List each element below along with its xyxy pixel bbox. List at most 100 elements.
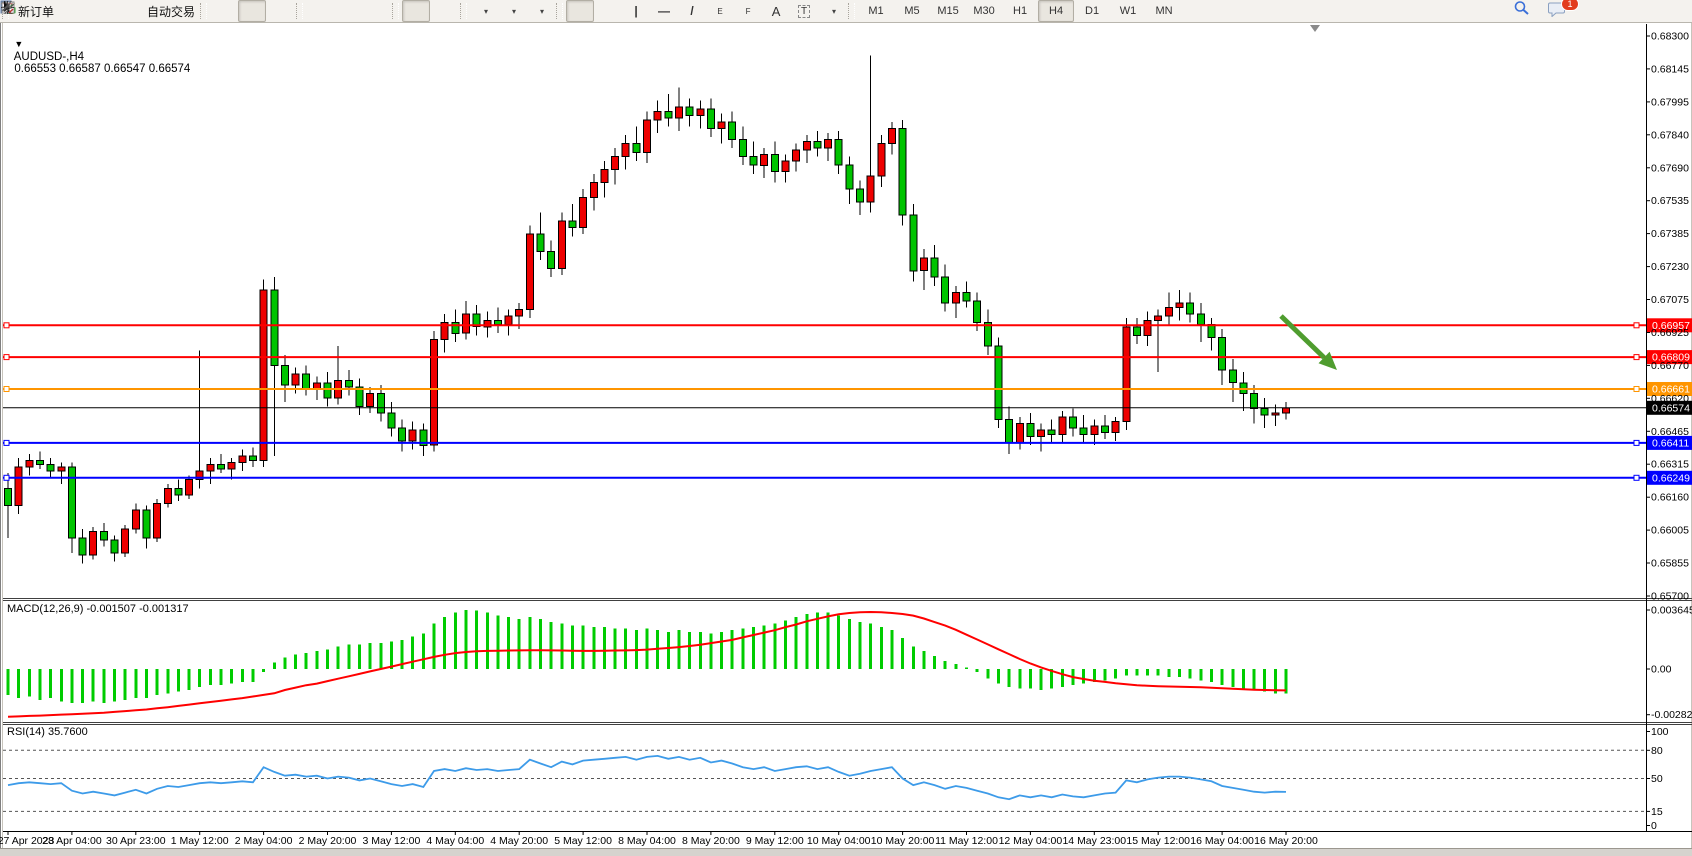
timeframe-label: M15 bbox=[937, 5, 959, 17]
time-axis-label: 30 Apr 23:00 bbox=[106, 835, 166, 847]
macd-panel-area[interactable] bbox=[3, 601, 1645, 721]
price-tag-label: 0.66249 bbox=[1652, 472, 1690, 484]
arrows-button[interactable]: ▾ bbox=[3, 0, 846, 22]
trend-arrow-annotation[interactable] bbox=[1279, 314, 1337, 370]
zoom-in-button[interactable] bbox=[2, 0, 334, 22]
periods-button[interactable]: ▾ bbox=[1, 0, 526, 22]
chart-bars-button[interactable] bbox=[2, 0, 238, 22]
timeframe-label: M30 bbox=[973, 5, 995, 17]
price-axis-label: 0.66770 bbox=[1651, 360, 1689, 372]
time-axis-label: 2 May 04:00 bbox=[235, 835, 293, 847]
new-order-label: 新订单 bbox=[18, 4, 55, 19]
timeframe-label: M5 bbox=[904, 5, 920, 17]
horizontal-line-object[interactable]: 0.66249 bbox=[3, 470, 1692, 485]
symbols-button[interactable] bbox=[1, 0, 85, 22]
text-label-button[interactable]: T bbox=[790, 0, 818, 22]
price-axis-label: 0.66005 bbox=[1651, 525, 1689, 537]
auto-scroll-button[interactable] bbox=[1, 0, 431, 22]
chart-line-button[interactable] bbox=[1, 0, 294, 22]
toolbar-grip bbox=[200, 3, 208, 19]
profile-button[interactable] bbox=[1, 0, 113, 22]
trendline-button[interactable]: / bbox=[678, 0, 706, 22]
auto-trading-button[interactable]: 自动交易 bbox=[0, 0, 198, 22]
search-button[interactable] bbox=[1513, 0, 1541, 22]
line-anchor-handle[interactable] bbox=[1633, 474, 1640, 481]
rsi-indicator-label: RSI(14) 35.7600 bbox=[7, 726, 88, 738]
one-click-trading-toggle[interactable]: ▼ bbox=[14, 39, 24, 49]
price-axis-label: 0.66620 bbox=[1651, 393, 1689, 405]
horizontal-line-button[interactable]: — bbox=[650, 0, 678, 22]
horizontal-line-object[interactable]: 0.66957 bbox=[3, 318, 1692, 333]
chart-close-value: 0.66574 bbox=[148, 63, 191, 75]
cursor-button[interactable] bbox=[4, 0, 595, 22]
signals-button[interactable] bbox=[2, 0, 141, 22]
timeframe-m5-button[interactable]: M5 bbox=[894, 0, 930, 22]
price-tag-label: 0.66809 bbox=[1652, 352, 1690, 364]
horizontal-line-object[interactable]: 0.66661 bbox=[3, 382, 1692, 396]
macd-histogram bbox=[6, 610, 1288, 703]
timeframe-mn-button[interactable]: MN bbox=[1146, 0, 1182, 22]
indicators-button[interactable]: ▾ bbox=[1, 0, 498, 22]
timeframe-m15-button[interactable]: M15 bbox=[930, 0, 966, 22]
line-anchor-handle[interactable] bbox=[3, 354, 10, 361]
equidistant-channel-letter: E bbox=[717, 6, 723, 16]
timeframe-m1-button[interactable]: M1 bbox=[858, 0, 894, 22]
price-tag bbox=[1647, 350, 1692, 365]
chart-window-background bbox=[0, 22, 1692, 856]
text-button[interactable]: A bbox=[762, 0, 790, 22]
tile-windows-button[interactable] bbox=[2, 0, 390, 22]
price-axis-label: 0.66925 bbox=[1651, 327, 1689, 339]
chart-shift-button[interactable] bbox=[2, 0, 458, 22]
new-order-button[interactable]: 新订单 bbox=[0, 0, 57, 22]
line-anchor-handle[interactable] bbox=[1633, 322, 1640, 329]
templates-button[interactable]: ▾ bbox=[1, 0, 554, 22]
chart-symbol-period: AUDUSD-,H4 bbox=[13, 51, 85, 63]
line-anchor-handle[interactable] bbox=[3, 474, 10, 481]
notification-badge: 1 bbox=[1561, 0, 1579, 11]
chart-candles-button[interactable] bbox=[2, 0, 267, 22]
toolbar-grip bbox=[296, 3, 304, 19]
line-anchor-handle[interactable] bbox=[1633, 386, 1640, 392]
trendline-icon: / bbox=[690, 4, 694, 18]
main-chart-area[interactable] bbox=[3, 24, 1645, 597]
time-axis-label: 2 May 20:00 bbox=[299, 835, 357, 847]
time-axis-label: 8 May 04:00 bbox=[618, 835, 676, 847]
line-anchor-handle[interactable] bbox=[1633, 439, 1640, 446]
price-axis[interactable]: 0.68300 0.68145 0.67995 0.67840 0.67690 0.675… bbox=[1646, 31, 1689, 603]
chart-shift-marker[interactable] bbox=[1310, 25, 1320, 32]
fibonacci-button[interactable]: F bbox=[2, 0, 762, 22]
time-axis-label: 3 May 12:00 bbox=[363, 835, 421, 847]
notifications-button[interactable]: 1 bbox=[1547, 0, 1579, 22]
line-anchor-handle[interactable] bbox=[1633, 354, 1640, 361]
status-strip bbox=[0, 848, 1692, 856]
panel-separators[interactable] bbox=[3, 598, 1692, 725]
vertical-line-button[interactable]: | bbox=[622, 0, 650, 22]
timeframe-w1-button[interactable]: W1 bbox=[1110, 0, 1146, 22]
timeframe-label: H1 bbox=[1013, 5, 1028, 17]
line-anchor-handle[interactable] bbox=[3, 439, 10, 446]
rsi-name: RSI(14) bbox=[7, 726, 45, 738]
line-anchor-handle[interactable] bbox=[3, 322, 10, 329]
crosshair-button[interactable] bbox=[1, 0, 622, 22]
timeframe-h4-button[interactable]: H4 bbox=[1038, 0, 1075, 22]
text-icon: A bbox=[771, 3, 781, 19]
time-axis-label: 5 May 12:00 bbox=[554, 835, 612, 847]
time-axis-label: 11 May 12:00 bbox=[935, 835, 998, 847]
time-axis-label: 4 May 20:00 bbox=[490, 835, 548, 847]
timeframe-d1-button[interactable]: D1 bbox=[1074, 0, 1110, 22]
price-axis-label: 0.66465 bbox=[1651, 426, 1689, 438]
timeframe-h1-button[interactable]: H1 bbox=[1002, 0, 1038, 22]
time-axis-label: 9 May 12:00 bbox=[746, 835, 804, 847]
toolbar-grip bbox=[392, 3, 400, 19]
text-label-icon: T bbox=[797, 4, 811, 18]
equidistant-channel-button[interactable]: E bbox=[1, 0, 734, 22]
line-anchor-handle[interactable] bbox=[3, 386, 10, 392]
time-axis-label: 10 May 20:00 bbox=[871, 835, 935, 847]
price-tag bbox=[1647, 470, 1692, 485]
horizontal-line-object[interactable]: 0.66809 bbox=[3, 350, 1692, 365]
zoom-out-button[interactable] bbox=[2, 0, 362, 22]
horizontal-line-object[interactable]: 0.66411 bbox=[3, 435, 1692, 450]
timeframe-m30-button[interactable]: M30 bbox=[966, 0, 1002, 22]
